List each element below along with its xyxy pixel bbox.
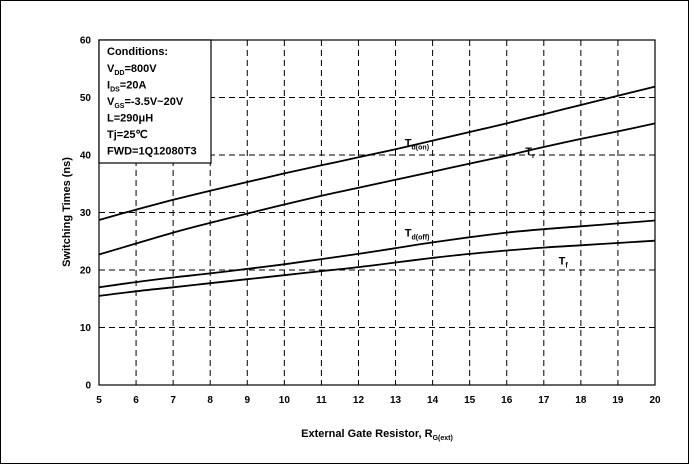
conditions-title: Conditions: xyxy=(107,46,168,58)
conditions-line-rest: =-3.5V~20V xyxy=(124,96,183,108)
x-tick-label: 18 xyxy=(575,395,587,406)
y-tick-label: 20 xyxy=(80,266,92,277)
x-tick-label: 5 xyxy=(96,395,102,406)
series-label-sub: r xyxy=(532,153,535,160)
series-label-sub: d(on) xyxy=(412,144,430,151)
x-axis-title-sub: G(ext) xyxy=(433,435,453,442)
series-label-don: Td(on) xyxy=(405,137,429,151)
conditions-line-sub: DD xyxy=(114,70,124,77)
grid-lines xyxy=(99,40,655,385)
y-tick-label: 60 xyxy=(80,36,92,47)
x-tick-label: 11 xyxy=(316,395,327,406)
y-axis-title: Switching Times (ns) xyxy=(61,157,73,267)
y-tick-label: 40 xyxy=(80,151,92,162)
series-lines xyxy=(98,85,656,297)
conditions-line-main: I xyxy=(107,80,110,92)
plot-area xyxy=(98,39,656,386)
x-tick-label: 20 xyxy=(649,395,661,406)
series-label-doff: Td(off) xyxy=(405,228,430,242)
y-tick-label: 0 xyxy=(85,381,91,392)
x-tick-label: 6 xyxy=(133,395,139,406)
series-label-main: T xyxy=(525,146,532,158)
series-line-f xyxy=(98,239,656,297)
series-label-main: T xyxy=(559,255,566,267)
x-tick-label: 17 xyxy=(538,395,550,406)
x-tick-label: 9 xyxy=(244,395,250,406)
y-tick-label: 30 xyxy=(80,208,92,219)
x-tick-label: 15 xyxy=(464,395,476,406)
x-tick-label: 7 xyxy=(170,395,176,406)
series-line-don xyxy=(98,85,656,221)
series-label-sub: d(off) xyxy=(412,235,430,242)
conditions-line-main: FWD=1Q12080T3 xyxy=(107,146,197,158)
x-tick-label: 13 xyxy=(390,395,402,406)
series-label-f: Tf xyxy=(559,255,569,269)
x-tick-label: 10 xyxy=(279,395,291,406)
conditions-line-main: Tj=25℃ xyxy=(107,129,148,141)
x-tick-label: 12 xyxy=(353,395,365,406)
y-tick-label: 10 xyxy=(80,323,92,334)
series-label-r: Tr xyxy=(525,146,535,160)
x-tick-label: 8 xyxy=(207,395,213,406)
conditions-box-border xyxy=(98,39,212,164)
conditions-line-sub: GS xyxy=(114,103,124,110)
conditions-line: L=290μH xyxy=(107,113,153,125)
series-label-sub: f xyxy=(565,262,568,269)
series-line-doff xyxy=(98,219,656,289)
conditions-line-main: V xyxy=(107,63,115,75)
conditions-line-main: L=290μH xyxy=(107,113,153,125)
conditions-line-main: V xyxy=(107,96,115,108)
conditions-box: Conditions:VDD=800VIDS=20AVGS=-3.5V~20VL… xyxy=(98,39,212,164)
x-tick-label: 14 xyxy=(427,395,439,406)
conditions-line: FWD=1Q12080T3 xyxy=(107,146,197,158)
series-label-main: T xyxy=(405,137,412,149)
y-tick-label: 50 xyxy=(80,93,92,104)
conditions-line-rest: =800V xyxy=(124,63,157,75)
conditions-line-sub: DS xyxy=(110,87,120,94)
conditions-line-rest: =20A xyxy=(120,80,147,92)
x-axis-title-main: External Gate Resistor, R xyxy=(301,428,432,440)
conditions-line: Tj=25℃ xyxy=(107,129,148,141)
conditions-line: VDD=800V xyxy=(107,63,157,77)
series-label-main: T xyxy=(405,228,412,240)
conditions-line: VGS=-3.5V~20V xyxy=(107,96,184,110)
conditions-line: IDS=20A xyxy=(107,80,146,94)
x-tick-label: 19 xyxy=(612,395,624,406)
tick-labels: 5 6 7 8 9 10 11 12 13 14 15 16 17 18 19 20 0 10 20 30 40 50 60 xyxy=(80,36,661,407)
x-tick-label: 16 xyxy=(501,395,513,406)
series-line-r xyxy=(98,122,656,256)
x-axis-title: External Gate Resistor, RG(ext) xyxy=(301,428,453,442)
